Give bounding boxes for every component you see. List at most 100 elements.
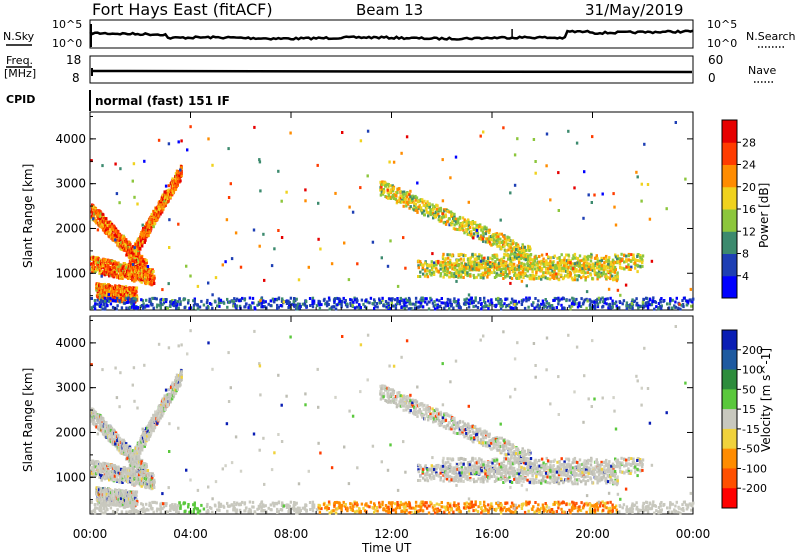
power-point (267, 302, 270, 306)
power-point (623, 253, 626, 257)
power-point (503, 237, 507, 241)
power-point (145, 304, 148, 308)
power-point (454, 155, 458, 159)
power-point (487, 307, 490, 311)
power-point (502, 235, 506, 239)
power-point (169, 305, 172, 308)
power-point (587, 254, 590, 258)
power-point (510, 263, 513, 267)
power-point (576, 305, 580, 309)
power-point (593, 300, 596, 304)
power-point (487, 268, 490, 271)
power-point (280, 199, 283, 203)
power-point (510, 249, 513, 253)
power-point (135, 278, 138, 282)
power-point (631, 307, 634, 310)
power-point (410, 307, 413, 310)
power-point (502, 271, 505, 274)
power-point (114, 162, 117, 166)
power-point (523, 249, 527, 253)
power-point (257, 300, 261, 304)
power-point (555, 306, 558, 309)
power-point (108, 232, 111, 236)
power-point (459, 269, 462, 273)
power-point (442, 264, 445, 268)
power-point (582, 262, 585, 266)
power-point (584, 264, 588, 268)
power-point (557, 278, 561, 282)
power-point (583, 265, 586, 269)
power-point (134, 275, 138, 279)
power-point (574, 302, 577, 306)
power-point (177, 140, 180, 144)
power-point (150, 274, 153, 278)
power-point (560, 273, 563, 277)
power-point (439, 263, 442, 267)
power-point (145, 274, 148, 277)
power-point (128, 305, 131, 309)
power-point (432, 206, 436, 210)
power-point (219, 298, 223, 302)
power-point (546, 262, 550, 266)
power-point (104, 299, 107, 303)
power-point (567, 253, 570, 257)
power-point (608, 256, 611, 260)
power-point (141, 299, 145, 303)
power-point (441, 260, 445, 264)
power-point (448, 253, 451, 257)
power-point (631, 298, 634, 302)
power-point (444, 214, 448, 218)
power-point (557, 296, 560, 300)
power-point (635, 303, 638, 307)
power-point (287, 306, 290, 309)
power-point (423, 261, 427, 265)
power-point (483, 273, 487, 277)
power-point (481, 271, 484, 275)
power-point (606, 297, 609, 301)
power-point (482, 130, 485, 134)
power-point (173, 299, 177, 303)
power-point (382, 191, 385, 195)
power-point (686, 299, 689, 303)
power-point (659, 300, 662, 304)
power-point (408, 206, 411, 210)
power-point (157, 138, 161, 142)
power-point (404, 297, 408, 301)
power-point (311, 305, 315, 309)
power-point (459, 306, 462, 310)
power-point (172, 189, 176, 193)
power-point (638, 254, 642, 257)
power-point (114, 262, 117, 266)
power-point (674, 121, 677, 124)
power-point (405, 195, 409, 199)
power-point (424, 274, 427, 278)
power-point (634, 261, 637, 265)
power-point (171, 185, 175, 189)
power-point (135, 251, 138, 255)
power-point (116, 274, 119, 278)
power-point (457, 274, 461, 278)
power-point (511, 242, 515, 246)
power-point (441, 199, 445, 203)
power-point (136, 306, 140, 310)
power-point (385, 302, 388, 305)
power-point (470, 264, 473, 268)
power-point (679, 307, 682, 311)
power-point (380, 185, 383, 189)
power-point (520, 261, 523, 265)
power-point (116, 286, 119, 290)
power-point (451, 215, 454, 218)
power-point (600, 263, 604, 267)
power-point (538, 266, 542, 270)
power-point (429, 209, 432, 212)
power-point (98, 294, 102, 298)
power-point (364, 299, 368, 303)
power-point (178, 174, 181, 178)
power-point (175, 185, 178, 189)
power-point (409, 199, 412, 202)
power-point (347, 278, 351, 282)
power-point (462, 302, 466, 306)
power-point (600, 259, 604, 263)
power-point (92, 217, 95, 221)
power-point (460, 262, 464, 266)
